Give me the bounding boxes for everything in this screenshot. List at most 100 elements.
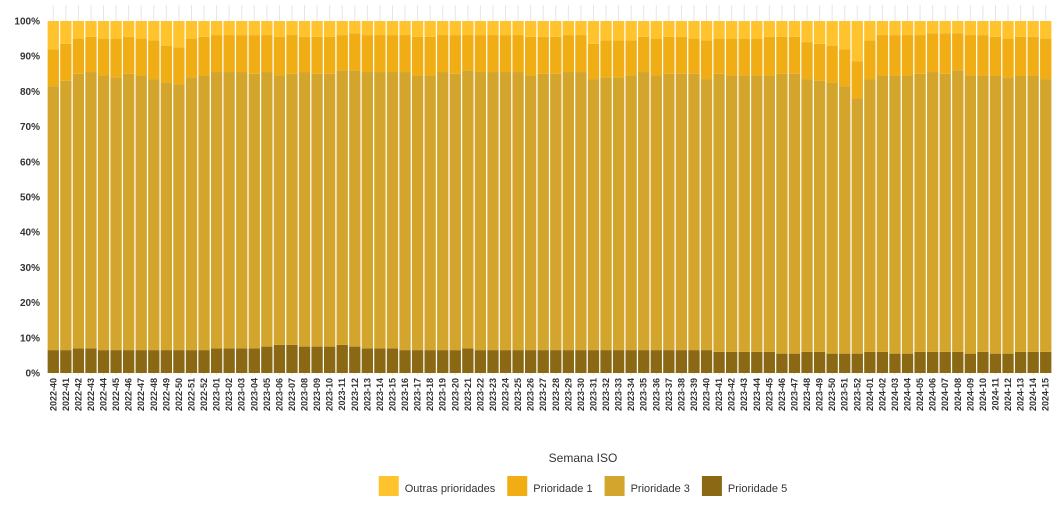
- bar-segment: [374, 72, 386, 349]
- bar-segment: [738, 38, 750, 76]
- bar-segment: [386, 348, 399, 373]
- x-tick-label: 2024-08: [953, 378, 963, 411]
- bar-segment: [964, 75, 976, 354]
- bar-segment: [1027, 75, 1039, 352]
- bar-segment: [751, 351, 763, 373]
- x-tick-label: 2022-41: [61, 378, 71, 411]
- bar-segment: [675, 350, 688, 373]
- x-tick-label: 2023-41: [714, 378, 724, 411]
- x-tick-label: 2022-42: [73, 378, 83, 411]
- bar-segment: [977, 75, 989, 352]
- bar-segment: [675, 36, 688, 74]
- bar-segment: [487, 72, 499, 351]
- bar-segment: [1002, 21, 1014, 39]
- x-tick-label: 2023-40: [702, 378, 712, 411]
- y-tick-label: 70%: [20, 122, 40, 133]
- bar-segment: [801, 21, 813, 43]
- x-tick-label: 2023-09: [312, 378, 322, 411]
- bar-segment: [361, 21, 373, 36]
- bar-segment: [525, 21, 537, 37]
- bar-segment: [587, 43, 600, 80]
- bar-segment: [1002, 38, 1014, 78]
- bar-segment: [236, 35, 248, 73]
- bar-segment: [650, 21, 662, 39]
- bar-segment: [462, 21, 474, 36]
- x-tick-label: 2023-48: [802, 378, 812, 411]
- bar-segment: [248, 21, 260, 36]
- bar-segment: [525, 36, 537, 76]
- bar-segment: [889, 353, 901, 373]
- bar-segment: [72, 73, 85, 349]
- bar-segment: [236, 21, 248, 36]
- bar-segment: [625, 40, 637, 76]
- bar-segment: [148, 40, 160, 80]
- bar-segment: [964, 21, 976, 36]
- bar-segment: [700, 40, 713, 80]
- bar-segment: [487, 350, 499, 373]
- bar-segment: [336, 35, 348, 71]
- bar-segment: [411, 350, 424, 373]
- bar-segment: [47, 86, 59, 351]
- legend-item: Prioridade 3: [604, 476, 690, 496]
- bar-segment: [864, 40, 876, 80]
- x-tick-label: 2023-02: [224, 378, 234, 411]
- bar-segment: [512, 35, 524, 73]
- bar-segment: [826, 45, 838, 83]
- bar-segment: [185, 21, 198, 39]
- bar-segment: [361, 72, 373, 349]
- bar-segment: [876, 351, 889, 373]
- bar-segment: [688, 21, 700, 39]
- bar-segment: [1002, 353, 1014, 373]
- x-tick-label: 2023-39: [689, 378, 699, 411]
- bar-segment: [801, 351, 813, 373]
- bar-segment: [726, 21, 738, 39]
- bar-segment: [386, 72, 399, 349]
- bar-segment: [60, 350, 72, 373]
- bar-segment: [952, 33, 964, 71]
- x-tick-label: 2022-49: [161, 378, 171, 411]
- x-tick-label: 2023-37: [664, 378, 674, 411]
- bar-segment: [713, 73, 725, 352]
- bar-segment: [738, 351, 750, 373]
- bar-segment: [160, 45, 172, 83]
- bar-segment: [173, 21, 185, 48]
- bar-segment: [939, 33, 951, 74]
- bar-segment: [449, 73, 461, 351]
- bar-segment: [349, 21, 361, 34]
- x-tick-label: 2023-06: [274, 378, 284, 411]
- bar-segment: [374, 35, 386, 73]
- bar-segment: [135, 75, 147, 351]
- bar-segment: [587, 79, 600, 351]
- bar-segment: [927, 33, 939, 73]
- x-tick-label: 2023-04: [249, 378, 259, 411]
- bar-segment: [236, 348, 248, 373]
- bar-segment: [688, 73, 700, 351]
- legend: Outras prioridades Prioridade 1 Prioridade…: [378, 476, 787, 496]
- bar-segment: [223, 348, 235, 373]
- bar-segment: [1002, 77, 1014, 354]
- bar-segment: [889, 21, 901, 36]
- bar-segment: [700, 79, 713, 351]
- bar-segment: [185, 38, 198, 78]
- bar-segment: [851, 21, 863, 62]
- bar-segment: [713, 21, 725, 39]
- bar-segment: [562, 350, 574, 373]
- bar-segment: [437, 350, 449, 373]
- bar-segment: [298, 72, 311, 347]
- x-tick-label: 2023-22: [475, 378, 485, 411]
- x-tick-label: 2023-16: [400, 378, 410, 411]
- bar-segment: [1040, 351, 1052, 373]
- x-tick-label: 2024-10: [978, 378, 988, 411]
- bar-segment: [47, 350, 59, 373]
- bar-segment: [939, 351, 951, 373]
- bar-segment: [575, 72, 587, 351]
- bar-segment: [562, 72, 574, 351]
- bar-segment: [612, 350, 625, 373]
- bar-segment: [349, 33, 361, 71]
- bar-segment: [537, 36, 549, 74]
- bar-segment: [876, 35, 889, 76]
- x-tick-label: 2023-34: [626, 378, 636, 411]
- bar-segment: [751, 75, 763, 352]
- bar-segment: [1014, 21, 1027, 37]
- bar-segment: [123, 73, 135, 351]
